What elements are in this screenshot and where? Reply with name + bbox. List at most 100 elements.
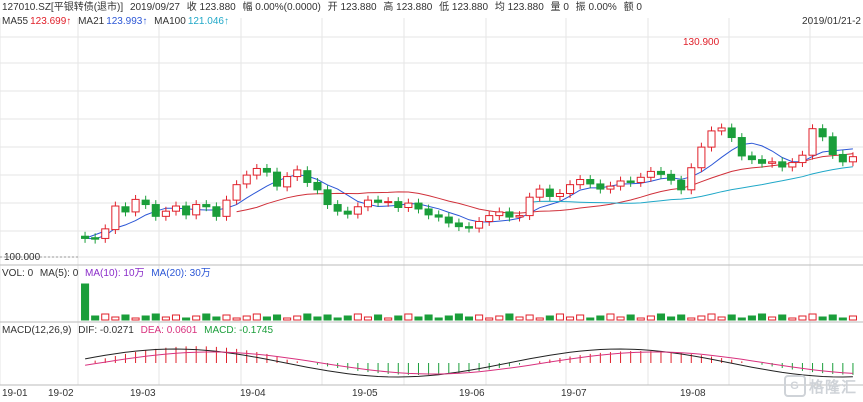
volume-bar <box>262 316 271 321</box>
moving-average-lines <box>84 142 853 240</box>
volume-bar <box>495 315 504 321</box>
macd-legend: MACD(12,26,9) DIF: -0.0271 DEA: 0.0601 M… <box>2 325 277 337</box>
ma100-value: 121.046↑ <box>187 16 229 27</box>
volume-bar <box>778 314 787 321</box>
candle-body <box>616 180 625 187</box>
volume-bar <box>444 315 453 321</box>
candle-body <box>454 222 463 228</box>
candle-body <box>697 146 706 169</box>
volume-bar <box>363 316 372 321</box>
quote-header: 127010.SZ[平银转债(退市)] 2019/09/27 收 123.880… <box>2 2 646 14</box>
candle-body <box>555 193 564 197</box>
macd-value: MACD: -0.1745 <box>204 325 274 336</box>
volume-bar <box>313 316 322 321</box>
candle-body <box>161 210 170 217</box>
ma100-label: MA100 <box>154 16 186 27</box>
amplitude: 幅 0.00%(0.0000) <box>242 2 321 13</box>
x-axis-tick-label: 19-05 <box>352 388 378 399</box>
candle-body <box>444 216 453 224</box>
ma-legend: MA55 123.699↑ MA21 123.993↑ MA100 121.046↑ <box>2 16 233 28</box>
volume-bar <box>848 315 857 321</box>
candle-body <box>293 169 302 178</box>
security-code: 127010.SZ[平银转债(退市)] <box>2 2 124 13</box>
volume-bar <box>384 317 393 321</box>
volume-bars <box>81 283 857 321</box>
volume-legend: VOL: 0 MA(5): 0 MA(10): 10万 MA(20): 30万 <box>2 268 215 280</box>
ma-line <box>236 153 853 214</box>
volume-bar <box>303 313 312 321</box>
volume-bar <box>737 317 746 321</box>
candle-body <box>434 214 443 218</box>
volume-bar <box>272 314 282 321</box>
candle-body <box>404 202 413 208</box>
candle-body <box>757 159 767 164</box>
volume-bar <box>101 313 110 321</box>
candle-body <box>747 155 756 161</box>
volume-bar <box>121 314 130 321</box>
candle-body <box>848 156 857 163</box>
candle-body <box>343 210 352 215</box>
candle-body <box>687 167 696 191</box>
range-date: 2019/01/21-2 <box>802 16 861 27</box>
candle-body <box>677 179 686 191</box>
candle-body <box>353 206 362 215</box>
x-axis-tick-label: 19-03 <box>130 388 156 399</box>
volume-bar <box>808 313 817 321</box>
candle-body <box>202 204 211 208</box>
volume-bar <box>232 317 241 321</box>
volume-bar <box>182 317 191 321</box>
x-axis-tick-label: 19-01 <box>2 388 28 399</box>
volume-bar <box>727 314 736 321</box>
chart-grid <box>0 18 863 386</box>
low-price-marker: 100.000 <box>4 252 41 263</box>
volume-bar <box>606 313 615 321</box>
gelonghui-logo: G 格隆汇 <box>783 375 857 397</box>
candle-body <box>798 154 807 164</box>
volume-bar <box>555 313 564 321</box>
volume-bar <box>81 283 90 321</box>
volume-bar <box>343 315 352 321</box>
volume-ma10: MA(10): 10万 <box>85 268 145 279</box>
logo-mark-icon: G <box>783 375 806 397</box>
volume-bar <box>535 317 544 321</box>
ma-line <box>529 166 853 204</box>
candle-body <box>778 161 787 168</box>
candle-body <box>505 211 514 218</box>
volume-bar <box>545 315 554 321</box>
open-price: 开 123.880 <box>327 2 377 13</box>
candle-body <box>667 173 676 181</box>
candle-body <box>81 235 90 239</box>
x-axis-tick-label: 19-02 <box>48 388 74 399</box>
volume-bar <box>293 315 302 321</box>
volume-bar <box>394 315 403 321</box>
high-price-marker: 130.900 <box>683 37 720 48</box>
candle-body <box>646 170 655 178</box>
volume-bar <box>141 315 150 321</box>
volume-bar <box>353 313 362 321</box>
volume-bar <box>828 314 837 321</box>
candle-body <box>262 167 271 173</box>
volume-bar <box>697 315 706 321</box>
volume-bar <box>818 316 827 321</box>
candle-body <box>111 205 120 231</box>
candle-body <box>272 171 282 187</box>
x-axis-tick-label: 19-04 <box>240 388 266 399</box>
macd-panel <box>85 346 854 378</box>
volume-bar <box>171 314 181 321</box>
candle-body <box>768 161 777 164</box>
volume-bar <box>151 313 160 321</box>
candle-body <box>636 176 645 183</box>
candle-body <box>808 128 817 156</box>
candle-body <box>101 228 110 239</box>
candle-body <box>313 181 322 191</box>
volume-bar <box>687 317 696 321</box>
volume-bar <box>485 317 494 321</box>
candle-body <box>576 179 585 186</box>
candle-body <box>283 176 292 188</box>
volume-bar <box>464 316 474 321</box>
volume-value: 量 0 <box>550 2 569 13</box>
low-price: 低 123.880 <box>439 2 489 13</box>
x-axis-tick-label: 19-08 <box>680 388 706 399</box>
volume-bar <box>91 315 100 321</box>
